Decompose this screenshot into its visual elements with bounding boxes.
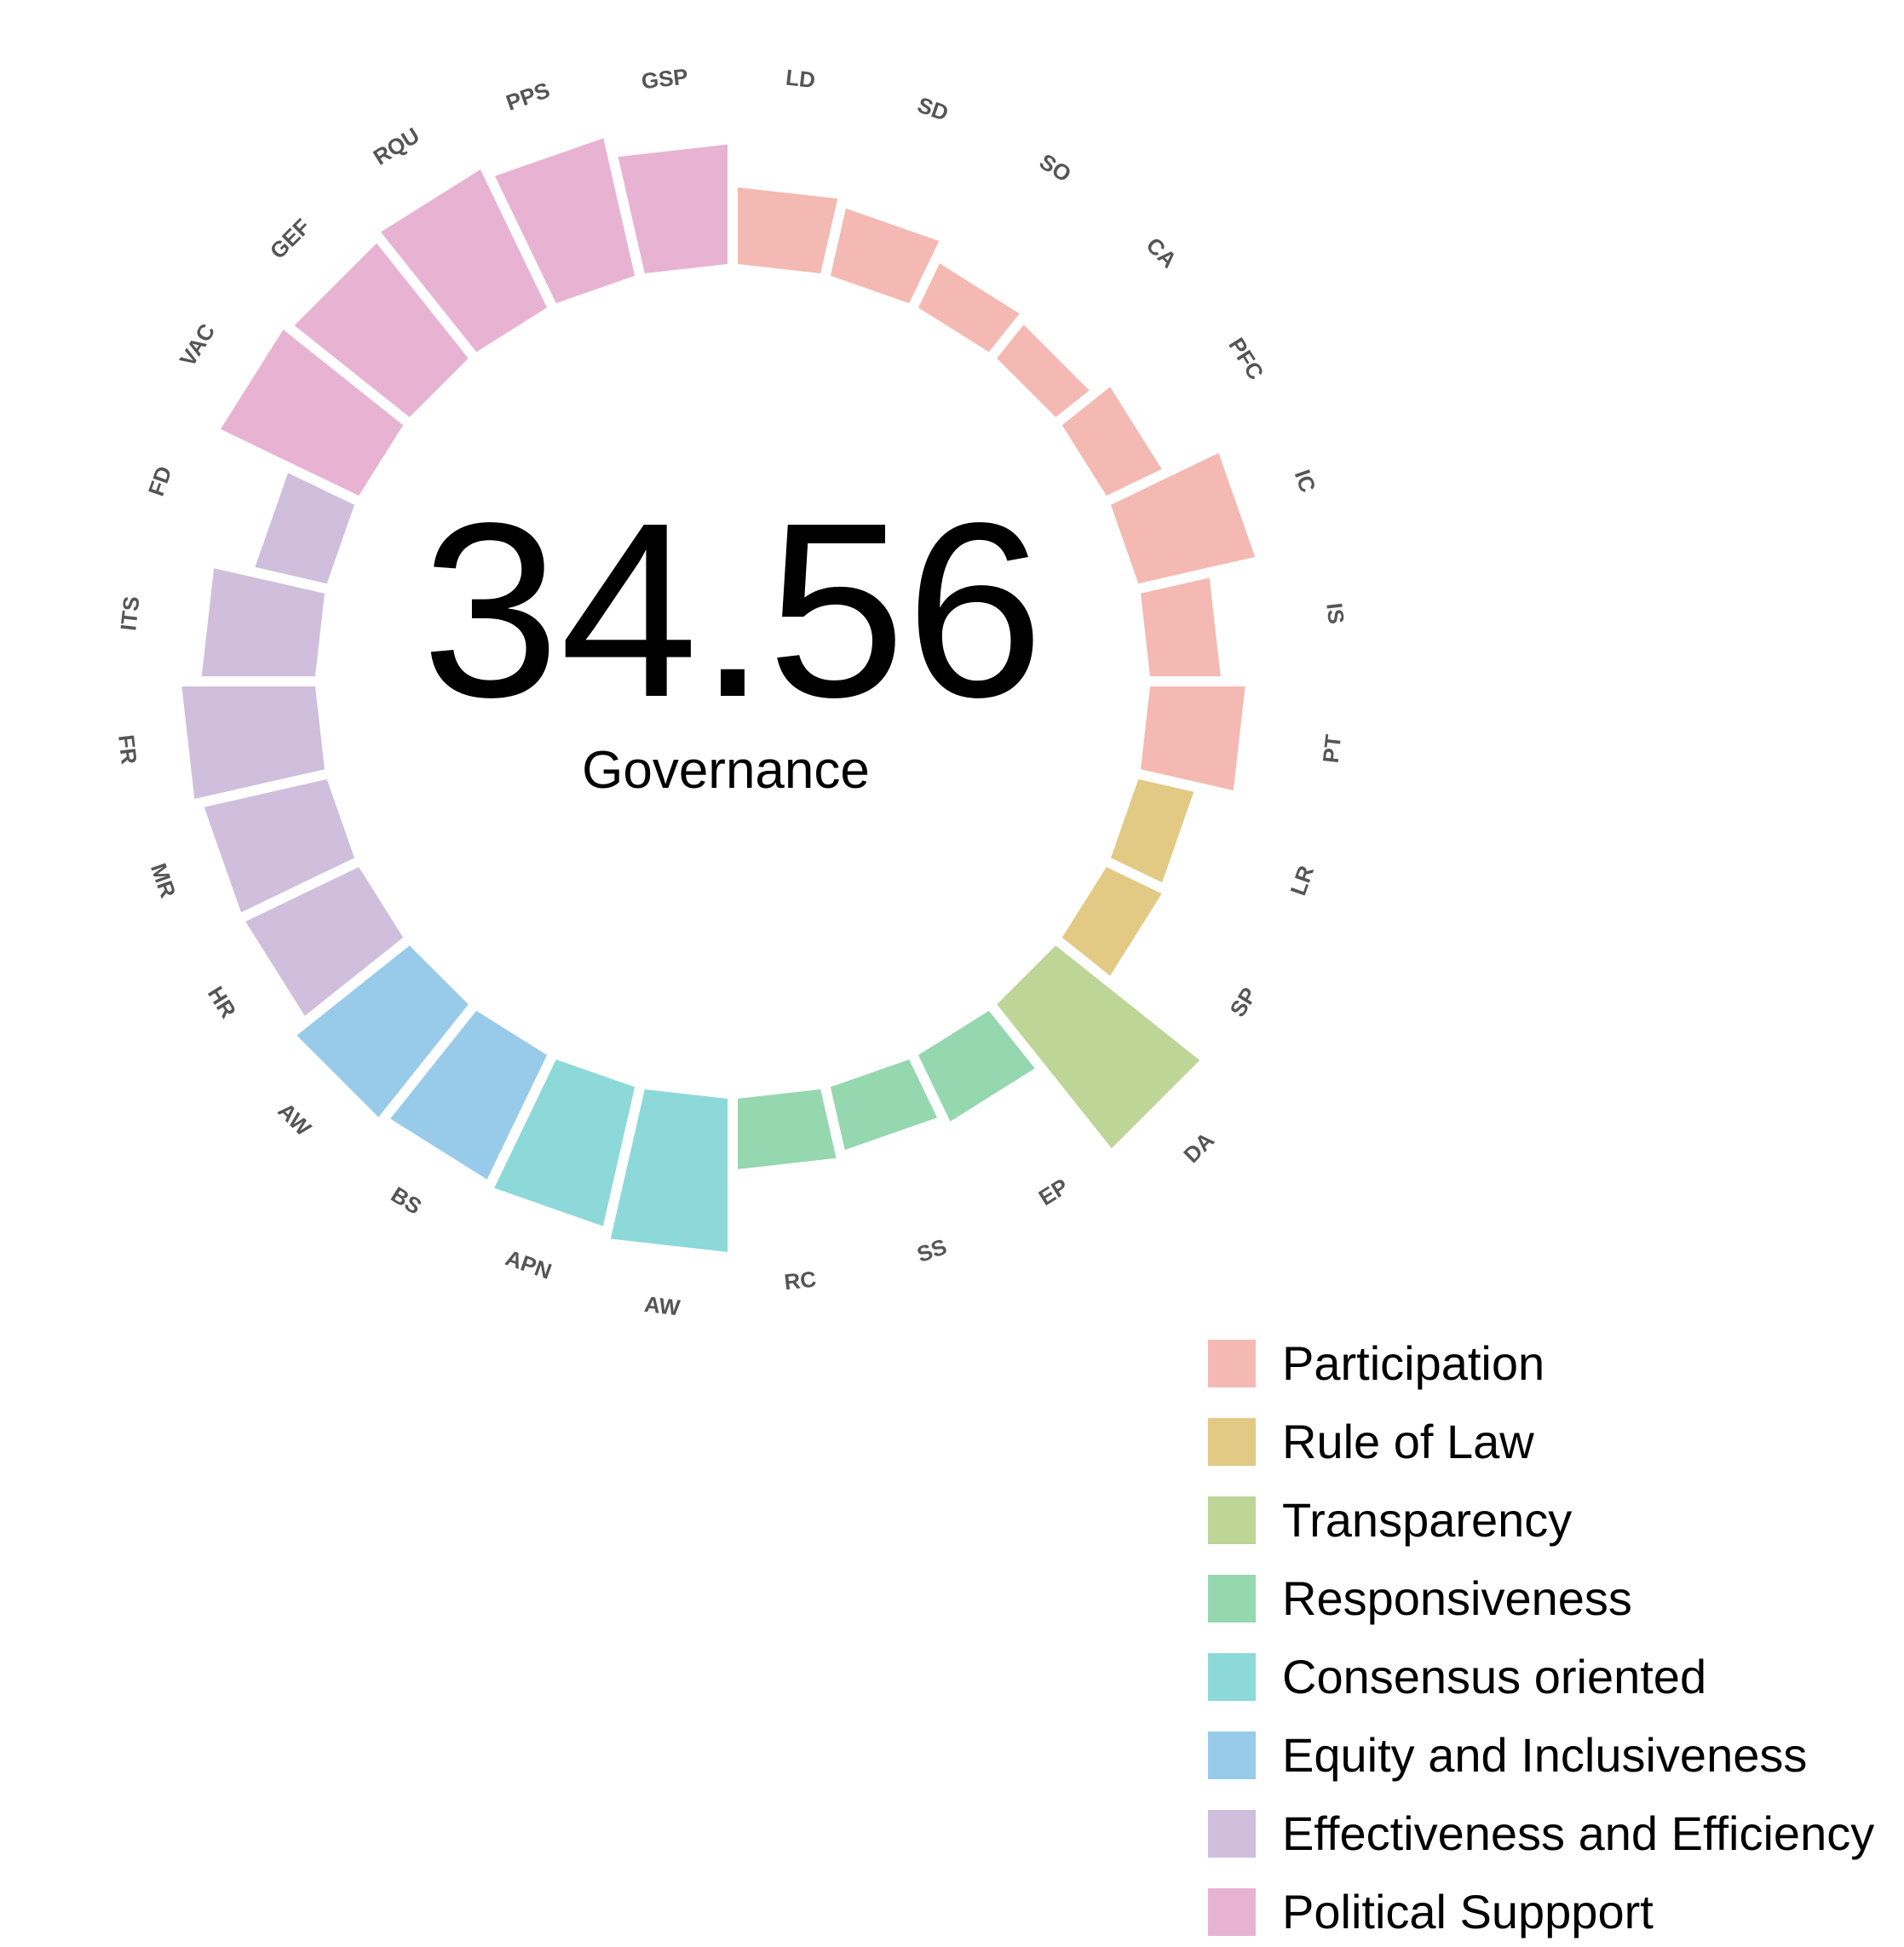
bar-ss-12 xyxy=(830,1060,937,1151)
bar-label-gsp-27: GSP xyxy=(640,63,689,94)
bar-label-rqu-25: RQU xyxy=(369,123,424,170)
bar-its-21 xyxy=(201,568,325,676)
bar-label-its-21: ITS xyxy=(115,594,144,632)
bar-ld-0 xyxy=(738,187,838,273)
bar-mr-19 xyxy=(204,778,354,913)
bar-ic-5 xyxy=(1111,452,1256,584)
bar-da-10 xyxy=(997,945,1200,1149)
legend-swatch-7 xyxy=(1208,1888,1256,1936)
legend-swatch-4 xyxy=(1208,1653,1256,1701)
legend-label-2: Transparency xyxy=(1282,1493,1572,1547)
bars-group xyxy=(181,138,1256,1252)
legend-label-1: Rule of Law xyxy=(1282,1415,1534,1468)
bar-apn-15 xyxy=(494,1060,636,1226)
bar-label-ss-12: SS xyxy=(913,1233,950,1267)
legend-label-3: Responsiveness xyxy=(1282,1571,1632,1625)
legend-swatch-0 xyxy=(1208,1340,1256,1387)
bar-label-sd-1: SD xyxy=(914,92,952,126)
legend-swatch-1 xyxy=(1208,1418,1256,1466)
legend-swatch-3 xyxy=(1208,1575,1256,1622)
bar-label-is-6: IS xyxy=(1321,601,1349,625)
bar-fr-20 xyxy=(181,686,325,799)
bar-label-ep-11: EP xyxy=(1034,1173,1073,1210)
legend-label-5: Equity and Inclusiveness xyxy=(1282,1728,1807,1782)
bar-rqu-25 xyxy=(381,169,547,353)
legend-swatch-5 xyxy=(1208,1732,1256,1779)
bar-pt-7 xyxy=(1141,686,1245,790)
bar-label-ld-0: LD xyxy=(785,65,817,94)
bar-sd-1 xyxy=(830,208,940,303)
bar-pps-26 xyxy=(495,138,636,303)
legend-swatch-2 xyxy=(1208,1496,1256,1544)
bar-label-da-10: DA xyxy=(1178,1127,1219,1168)
legend-label-0: Participation xyxy=(1282,1336,1544,1390)
bar-label-gef-24: GEF xyxy=(265,214,315,264)
bar-gef-24 xyxy=(294,243,469,417)
bar-label-mr-19: MR xyxy=(146,860,181,901)
bar-label-sp-9: SP xyxy=(1224,983,1262,1021)
bar-label-aw-17: AW xyxy=(273,1098,316,1141)
bar-bs-16 xyxy=(390,1010,547,1180)
bar-vac-23 xyxy=(221,330,404,496)
bar-so-2 xyxy=(918,263,1020,353)
legend: Participation Rule of Law Transparency Resp… xyxy=(1208,1336,1874,1938)
bar-ep-11 xyxy=(918,1010,1035,1122)
bar-label-fr-20: FR xyxy=(113,733,142,766)
bar-label-aw-14: AW xyxy=(643,1291,682,1321)
bar-label-hr-18: HR xyxy=(203,982,241,1023)
bar-fd-22 xyxy=(255,473,354,584)
bar-ca-3 xyxy=(997,324,1090,417)
bar-label-bs-16: BS xyxy=(387,1181,427,1220)
legend-label-4: Consensus oriented xyxy=(1282,1650,1706,1703)
bar-label-lr-8: LR xyxy=(1285,862,1319,899)
center-value: 34.56 xyxy=(422,471,1044,749)
bar-label-apn-15: APN xyxy=(503,1244,555,1284)
bar-label-pt-7: PT xyxy=(1318,733,1347,764)
bar-rc-13 xyxy=(738,1089,837,1169)
bar-gsp-27 xyxy=(618,144,728,273)
bar-is-6 xyxy=(1141,577,1221,676)
center-label: Governance xyxy=(582,741,870,800)
bar-label-pfc-4: PFC xyxy=(1223,333,1268,384)
bar-label-ic-5: IC xyxy=(1290,467,1321,497)
bar-lr-8 xyxy=(1111,778,1194,883)
bar-label-rc-13: RC xyxy=(783,1266,818,1295)
bar-label-vac-23: VAC xyxy=(175,319,221,371)
bar-label-pps-26: PPS xyxy=(503,77,553,116)
bar-hr-18 xyxy=(245,867,404,1016)
bar-label-fd-22: FD xyxy=(143,462,177,499)
bar-aw-17 xyxy=(296,945,469,1117)
bar-sp-9 xyxy=(1061,867,1162,976)
bar-pfc-4 xyxy=(1061,387,1162,496)
legend-label-6: Effectiveness and Efficiency xyxy=(1282,1806,1874,1860)
bar-labels-group: LD SD SO CA PFC IC IS PT LR SP DA EP SS RC AW APN BS AW HR… xyxy=(113,63,1349,1320)
bar-aw-14 xyxy=(610,1089,728,1252)
legend-swatch-6 xyxy=(1208,1810,1256,1858)
legend-label-7: Political Suppport xyxy=(1282,1885,1654,1938)
bar-label-so-2: SO xyxy=(1035,148,1076,187)
bar-label-ca-3: CA xyxy=(1142,233,1182,273)
